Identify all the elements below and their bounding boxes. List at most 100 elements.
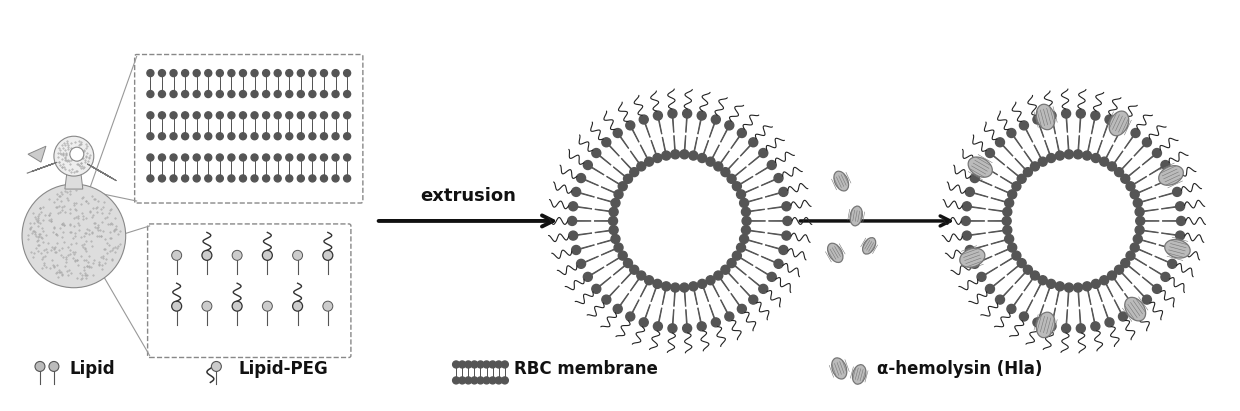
Circle shape [1004,235,1013,243]
Circle shape [738,129,746,138]
Circle shape [637,271,646,280]
Circle shape [1008,190,1017,199]
Circle shape [637,162,646,171]
Circle shape [774,259,782,268]
Circle shape [1083,282,1091,291]
Circle shape [680,283,689,292]
Circle shape [1152,148,1162,157]
Circle shape [322,301,332,311]
Circle shape [1033,318,1042,327]
Circle shape [320,112,327,119]
Text: Lipid: Lipid [69,360,115,379]
Circle shape [159,112,165,119]
Circle shape [1008,243,1017,252]
Circle shape [205,175,212,182]
Circle shape [671,283,680,292]
Circle shape [577,259,585,268]
Circle shape [1118,121,1127,130]
Circle shape [320,175,327,182]
Circle shape [495,361,502,368]
Circle shape [624,259,632,268]
Circle shape [1023,168,1033,177]
Circle shape [216,175,223,182]
Circle shape [298,112,304,119]
Circle shape [501,361,508,368]
Circle shape [181,133,188,140]
Circle shape [239,175,247,182]
Circle shape [759,284,768,293]
Circle shape [1047,111,1056,120]
Circle shape [1091,154,1100,162]
Circle shape [332,90,339,97]
Circle shape [309,69,316,76]
Circle shape [706,276,715,285]
Circle shape [170,133,177,140]
Circle shape [619,182,627,191]
Circle shape [146,112,154,119]
Circle shape [232,301,242,311]
Circle shape [1017,259,1027,268]
Circle shape [601,295,611,304]
Text: α-hemolysin (Hla): α-hemolysin (Hla) [877,360,1043,379]
Circle shape [662,151,671,160]
Circle shape [738,305,746,313]
Circle shape [749,295,758,304]
Text: RBC membrane: RBC membrane [515,360,658,379]
Circle shape [1173,245,1182,254]
Circle shape [1076,324,1085,333]
Circle shape [1130,190,1140,199]
Circle shape [159,154,165,161]
Circle shape [285,133,293,140]
Circle shape [1047,279,1055,289]
Circle shape [1003,226,1012,235]
Circle shape [181,112,188,119]
Circle shape [228,112,234,119]
Circle shape [298,133,304,140]
Circle shape [216,133,223,140]
Circle shape [706,157,715,166]
Circle shape [1030,271,1039,280]
Circle shape [759,148,768,157]
Circle shape [640,115,649,124]
Circle shape [977,161,986,169]
Circle shape [205,154,212,161]
Circle shape [477,377,484,384]
Circle shape [332,175,339,182]
Circle shape [239,69,247,76]
Polygon shape [29,146,46,162]
Circle shape [285,69,293,76]
Circle shape [742,226,750,235]
Ellipse shape [1125,297,1146,321]
Circle shape [619,251,627,260]
Circle shape [630,168,639,177]
Circle shape [737,243,745,252]
Ellipse shape [833,171,848,191]
Circle shape [69,147,84,161]
Circle shape [1115,168,1123,177]
Circle shape [965,245,975,254]
Circle shape [170,112,177,119]
Circle shape [193,175,200,182]
Circle shape [733,251,742,260]
Circle shape [146,133,154,140]
Circle shape [159,133,165,140]
Circle shape [453,361,460,368]
Circle shape [250,90,258,97]
Circle shape [343,175,351,182]
Circle shape [298,175,304,182]
Circle shape [645,276,653,285]
Circle shape [193,69,200,76]
Circle shape [477,361,484,368]
Circle shape [205,90,212,97]
Circle shape [181,154,188,161]
Circle shape [970,259,980,268]
Circle shape [285,175,293,182]
Circle shape [569,202,578,211]
Circle shape [285,90,293,97]
Circle shape [1083,151,1091,160]
Circle shape [680,150,689,159]
Circle shape [1023,265,1033,274]
Polygon shape [64,164,83,189]
Ellipse shape [832,358,847,379]
Circle shape [1107,162,1116,171]
